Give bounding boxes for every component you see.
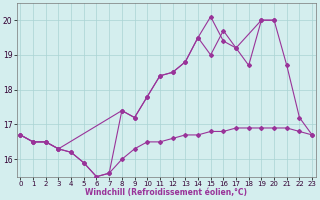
X-axis label: Windchill (Refroidissement éolien,°C): Windchill (Refroidissement éolien,°C) bbox=[85, 188, 247, 197]
